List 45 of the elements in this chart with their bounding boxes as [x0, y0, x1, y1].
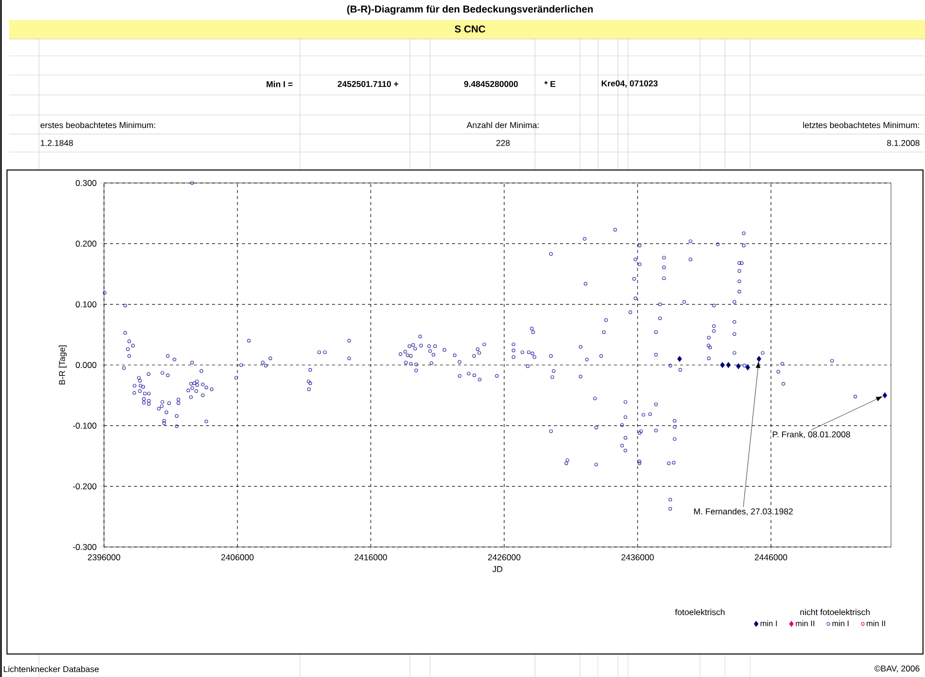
point — [736, 363, 741, 370]
x-tick-label: 2396000 — [88, 554, 120, 560]
chart-subtitle: S CNC — [454, 25, 486, 33]
text: Anzahl der Minima: — [466, 122, 539, 128]
x-tick-label: 2446000 — [754, 554, 788, 560]
text: ©BAV, 2006 — [874, 665, 920, 673]
text: 9.4845280000 — [464, 80, 518, 87]
text: erstes beobachtetes Minimum: — [40, 122, 156, 128]
text: 8.1.2008 — [887, 140, 920, 146]
point — [720, 362, 725, 368]
annotation: M. Fernandes, 27.03.1982 — [694, 508, 793, 516]
y-tick-label: -0.100 — [72, 422, 96, 429]
text: Min I = — [266, 80, 292, 88]
x-tick-label: 2426000 — [488, 554, 520, 560]
legend-label: min I — [832, 620, 849, 626]
x-tick-label: 2416000 — [354, 554, 387, 560]
point — [677, 356, 682, 362]
text: nicht fotoelektrisch — [800, 608, 870, 616]
point — [882, 392, 888, 398]
x-tick-label: 2436000 — [621, 554, 654, 560]
chart-title: (B-R)-Diagramm für den Bedeckungsveränderlichen — [347, 5, 593, 15]
text: Lichtenknecker Database — [4, 666, 99, 672]
text: fotoelektrisch — [675, 608, 724, 616]
y-tick-label: 0.200 — [76, 240, 96, 247]
y-tick-label: 0.100 — [76, 301, 96, 308]
point — [756, 356, 762, 362]
y-tick-label: -0.300 — [72, 544, 96, 550]
y-tick-label: -0.200 — [72, 483, 96, 490]
point — [746, 364, 750, 370]
x-axis-title: JD — [492, 566, 502, 572]
text: * E — [544, 81, 556, 87]
legend-label: min II — [866, 620, 886, 626]
point — [726, 362, 731, 368]
legend-label: min II — [796, 620, 814, 626]
y-tick-label: 0.300 — [76, 180, 96, 186]
y-axis-title: B-R [Tage] — [58, 346, 67, 384]
text: Kre04, 071023 — [602, 80, 658, 88]
text: 1.2.1848 — [40, 140, 73, 146]
text: 228 — [496, 140, 510, 146]
x-tick-label: 2406000 — [221, 554, 254, 560]
legend-label: min I — [760, 620, 777, 626]
text: 2452501.7110 + — [338, 80, 398, 87]
annotation: P. Frank, 08.01.2008 — [772, 431, 850, 438]
text: letztes beobachtetes Minimum: — [803, 122, 920, 128]
y-tick-label: 0.000 — [76, 362, 96, 368]
